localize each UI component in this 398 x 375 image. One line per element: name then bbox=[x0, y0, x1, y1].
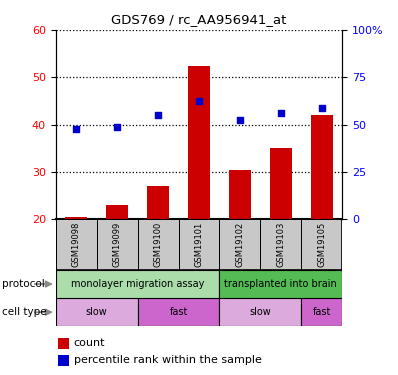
Bar bbox=[310, 115, 333, 219]
Bar bbox=[219, 219, 260, 270]
Text: percentile rank within the sample: percentile rank within the sample bbox=[74, 355, 261, 365]
Text: slow: slow bbox=[250, 307, 271, 317]
Text: slow: slow bbox=[86, 307, 107, 317]
Bar bbox=[56, 298, 138, 326]
Text: transplanted into brain: transplanted into brain bbox=[224, 279, 337, 289]
Bar bbox=[65, 217, 88, 219]
Bar bbox=[138, 298, 219, 326]
Text: GSM19102: GSM19102 bbox=[236, 222, 244, 267]
Bar bbox=[260, 219, 301, 270]
Text: GSM19105: GSM19105 bbox=[317, 222, 326, 267]
Bar bbox=[229, 170, 251, 219]
Bar bbox=[106, 205, 129, 219]
Text: cell type: cell type bbox=[2, 307, 47, 317]
Bar bbox=[147, 186, 169, 219]
Text: GSM19098: GSM19098 bbox=[72, 222, 81, 267]
Bar bbox=[301, 298, 342, 326]
Text: GSM19100: GSM19100 bbox=[154, 222, 162, 267]
Text: monolayer migration assay: monolayer migration assay bbox=[71, 279, 204, 289]
Text: GSM19103: GSM19103 bbox=[276, 222, 285, 267]
Text: count: count bbox=[74, 338, 105, 348]
Point bbox=[237, 117, 243, 123]
Bar bbox=[179, 219, 219, 270]
Bar bbox=[97, 219, 138, 270]
Bar bbox=[219, 298, 301, 326]
Text: fast: fast bbox=[169, 307, 188, 317]
Text: GSM19099: GSM19099 bbox=[113, 222, 122, 267]
Point bbox=[278, 110, 284, 116]
Bar bbox=[188, 66, 210, 219]
Text: fast: fast bbox=[312, 307, 331, 317]
Bar bbox=[56, 270, 219, 298]
Bar bbox=[56, 219, 97, 270]
Point bbox=[114, 124, 120, 130]
Text: GSM19101: GSM19101 bbox=[195, 222, 203, 267]
Text: protocol: protocol bbox=[2, 279, 45, 289]
Bar bbox=[219, 270, 342, 298]
Bar bbox=[269, 148, 292, 219]
Bar bbox=[301, 219, 342, 270]
Point bbox=[73, 126, 79, 132]
Point bbox=[196, 98, 202, 104]
Point bbox=[155, 112, 161, 118]
Bar bbox=[138, 219, 179, 270]
Point bbox=[319, 105, 325, 111]
Title: GDS769 / rc_AA956941_at: GDS769 / rc_AA956941_at bbox=[111, 13, 287, 26]
